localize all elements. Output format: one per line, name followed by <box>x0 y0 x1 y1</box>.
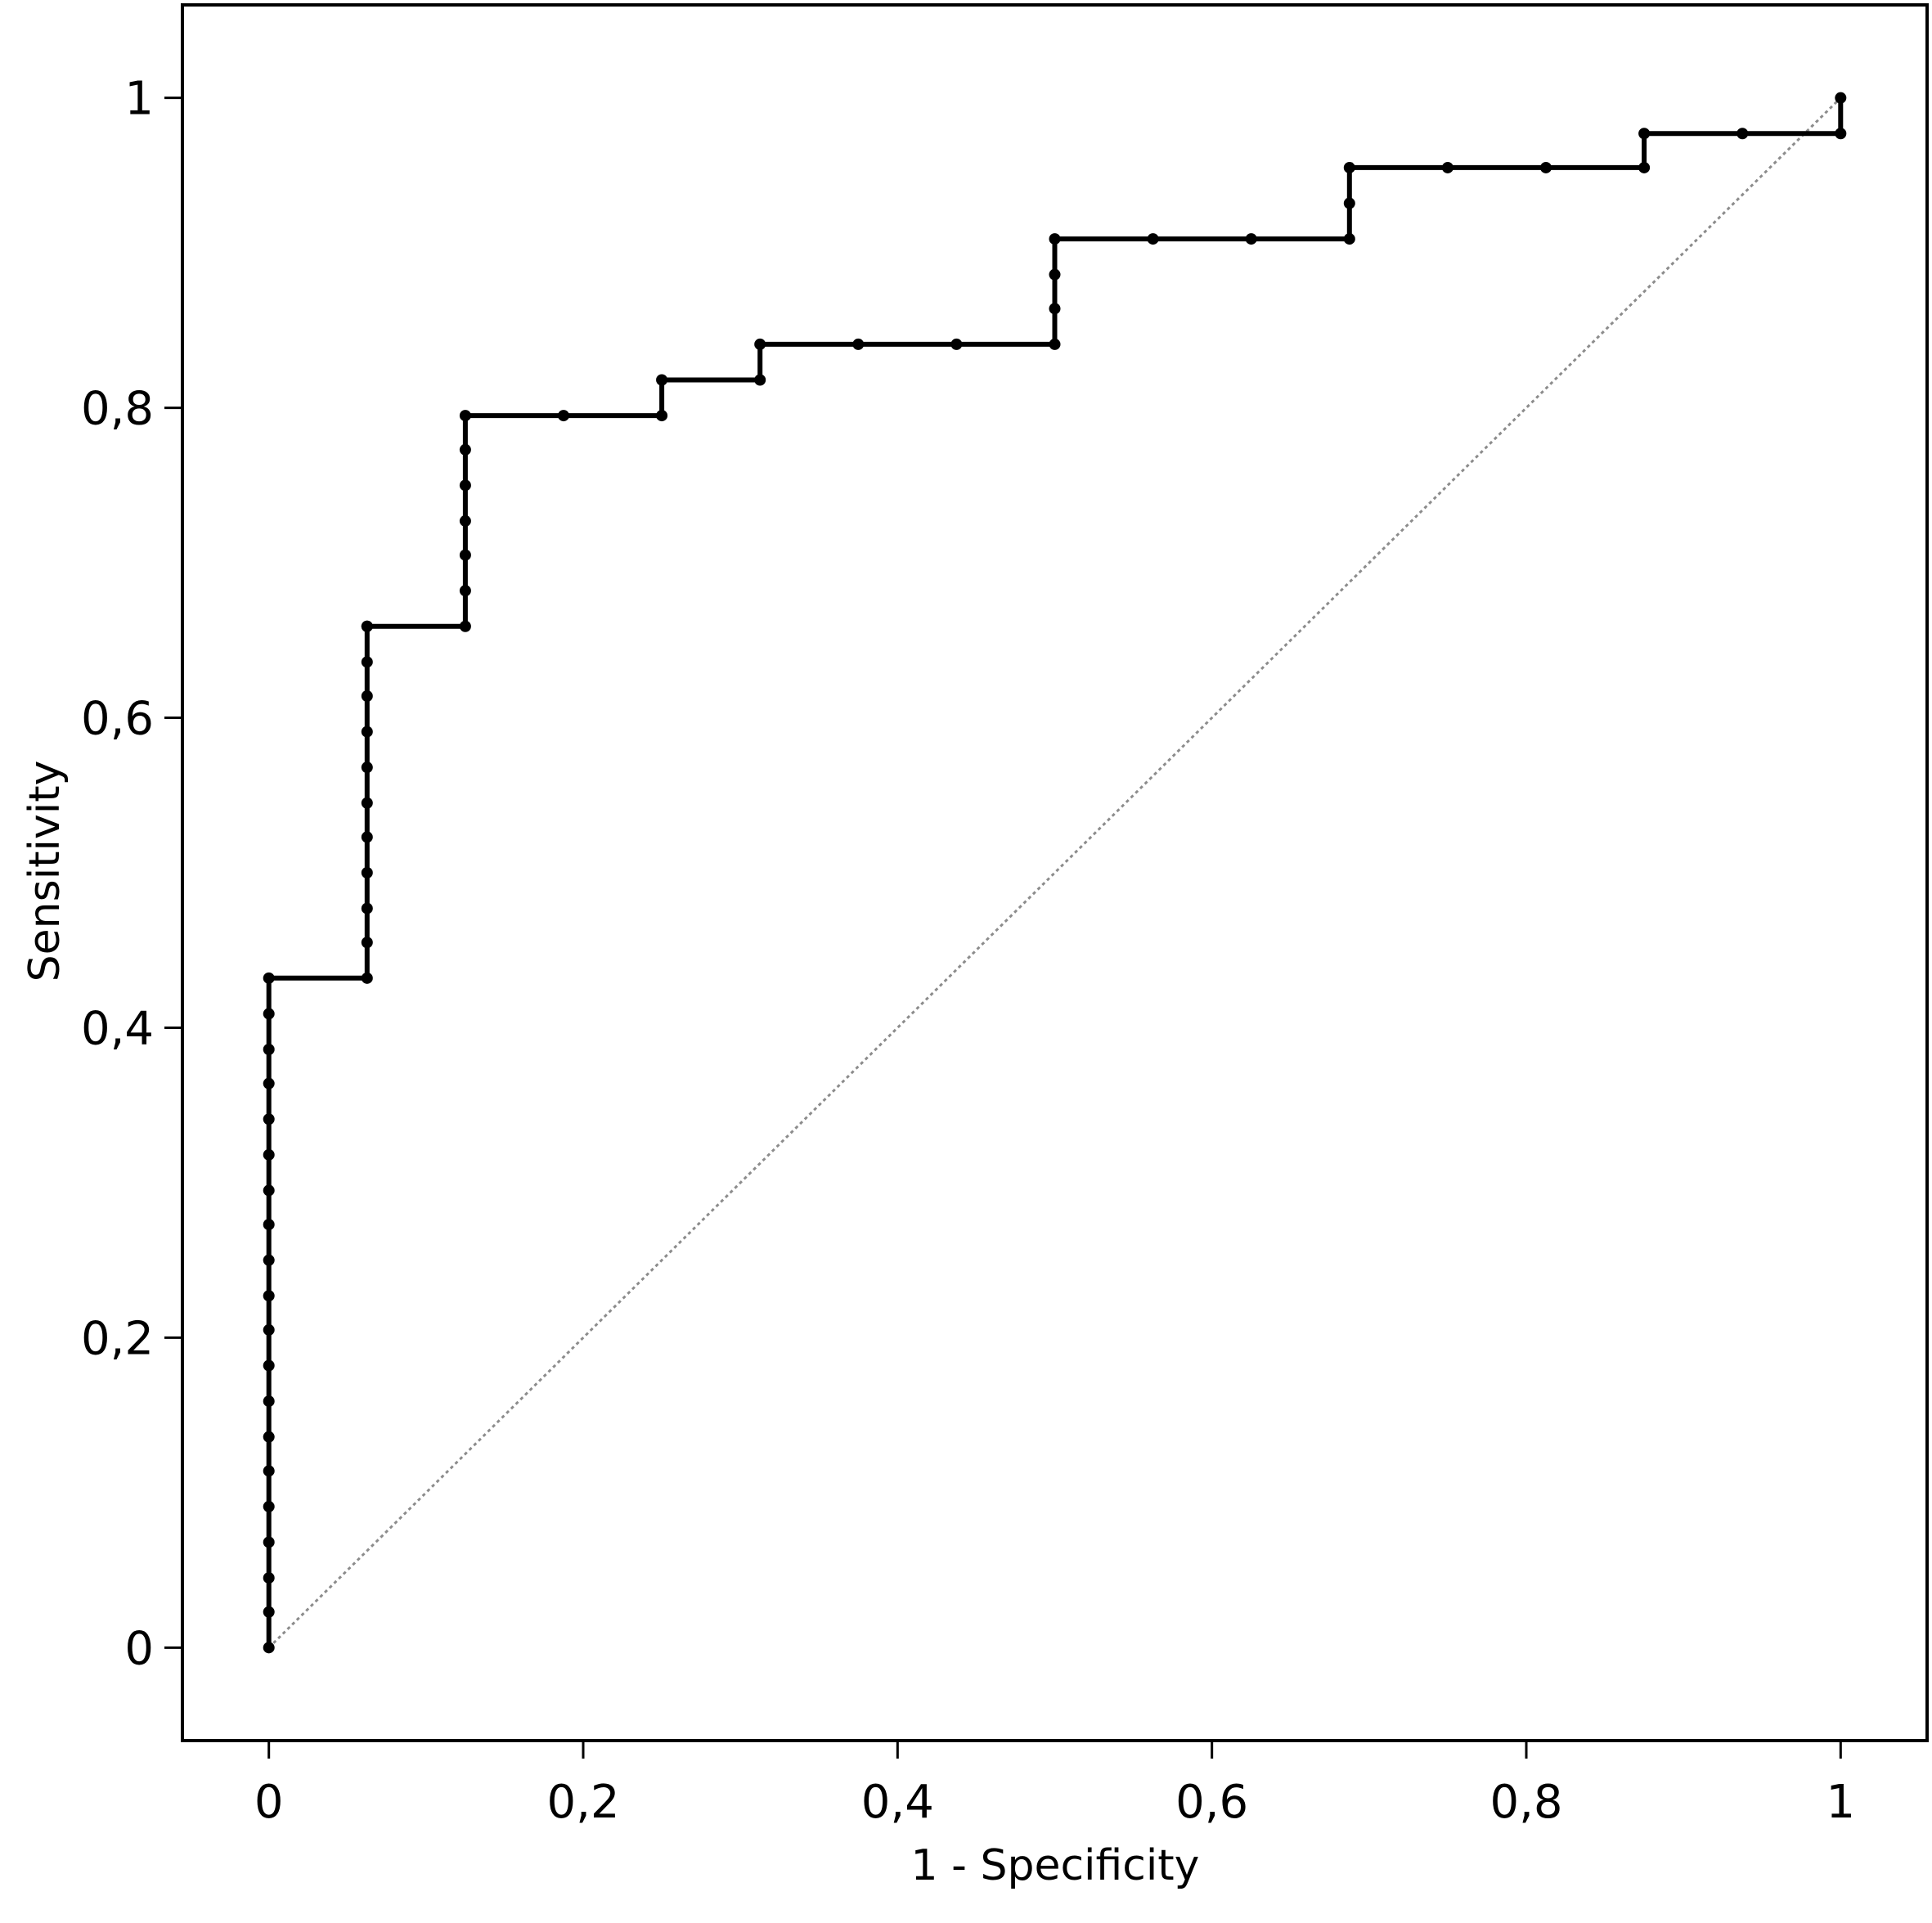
y-tick-label: 0,2 <box>81 1312 154 1365</box>
x-tick-label: 0,8 <box>1489 1776 1562 1829</box>
roc-point <box>459 443 471 456</box>
roc-point <box>459 479 471 492</box>
roc-point <box>459 549 471 561</box>
roc-point <box>1049 303 1061 315</box>
roc-point <box>263 1290 275 1302</box>
roc-point <box>361 656 373 668</box>
roc-point <box>459 514 471 527</box>
roc-point <box>263 1254 275 1266</box>
roc-point <box>950 338 963 350</box>
roc-point <box>263 1043 275 1055</box>
roc-point <box>1049 233 1061 245</box>
roc-point <box>1343 233 1355 245</box>
roc-point <box>656 374 668 386</box>
roc-point <box>1638 161 1651 173</box>
roc-point <box>1245 233 1257 245</box>
roc-point <box>459 410 471 422</box>
roc-point <box>361 831 373 843</box>
roc-point <box>263 1395 275 1408</box>
roc-point <box>656 410 668 422</box>
roc-point <box>263 1431 275 1443</box>
roc-point <box>361 726 373 738</box>
y-axis: 0 0,2 0,4 0,6 0,8 1 <box>81 73 184 1675</box>
roc-point <box>1737 128 1749 140</box>
roc-point <box>1638 128 1651 140</box>
roc-point <box>263 1500 275 1512</box>
roc-point <box>263 1359 275 1372</box>
roc-point <box>361 690 373 703</box>
x-axis-title: 1 - Specificity <box>911 1841 1200 1890</box>
y-tick-label: 0,8 <box>81 383 154 436</box>
y-tick-label: 0,6 <box>81 693 154 746</box>
roc-point <box>1835 128 1847 140</box>
roc-point <box>459 620 471 632</box>
series-layer <box>263 92 1847 1654</box>
roc-point <box>263 1606 275 1618</box>
roc-point <box>1147 233 1159 245</box>
roc-point <box>361 902 373 914</box>
roc-point <box>361 620 373 632</box>
reference-diagonal-line <box>267 97 1842 1649</box>
roc-point <box>361 867 373 878</box>
roc-point <box>1049 268 1061 281</box>
roc-point <box>263 1008 275 1020</box>
roc-point <box>557 410 569 422</box>
roc-point <box>1343 161 1355 173</box>
roc-point <box>852 338 865 350</box>
roc-point <box>361 972 373 984</box>
roc-point <box>754 374 766 386</box>
roc-point <box>1441 161 1453 173</box>
roc-point <box>263 1323 275 1336</box>
roc-point <box>263 1077 275 1090</box>
roc-point <box>361 937 373 949</box>
x-tick-label: 0,2 <box>546 1776 619 1829</box>
roc-point <box>459 585 471 597</box>
roc-point <box>361 762 373 774</box>
roc-point <box>1049 338 1061 350</box>
x-axis: 0 0,2 0,4 0,6 0,8 1 <box>254 1739 1855 1829</box>
roc-point <box>263 1184 275 1197</box>
roc-point <box>263 1572 275 1584</box>
roc-point <box>263 1219 275 1231</box>
roc-point <box>263 1148 275 1161</box>
roc-point <box>263 1113 275 1125</box>
roc-point <box>361 797 373 809</box>
y-tick-label: 1 <box>124 73 154 126</box>
y-axis-title: Sensitivity <box>20 761 70 982</box>
x-tick-label: 1 <box>1826 1776 1855 1829</box>
roc-point <box>263 1536 275 1548</box>
roc-point <box>1343 197 1355 209</box>
roc-point <box>263 1465 275 1477</box>
y-tick-label: 0,4 <box>81 1002 154 1055</box>
roc-point <box>1835 92 1847 104</box>
x-tick-label: 0,4 <box>861 1776 934 1829</box>
x-tick-label: 0,6 <box>1175 1776 1248 1829</box>
roc-point <box>263 972 275 984</box>
roc-point <box>263 1642 275 1654</box>
x-tick-label: 0 <box>254 1776 284 1829</box>
roc-point <box>1540 161 1552 173</box>
roc-point <box>754 338 766 350</box>
y-tick-label: 0 <box>124 1622 154 1675</box>
